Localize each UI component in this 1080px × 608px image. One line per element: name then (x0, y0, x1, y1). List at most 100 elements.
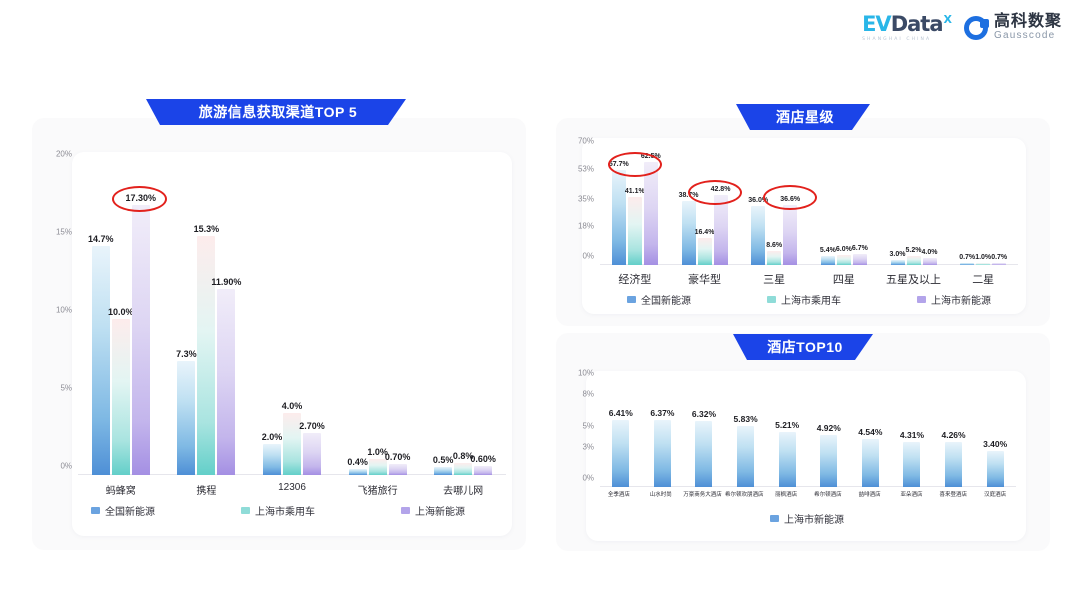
bar-value-label: 62.5% (640, 153, 661, 161)
bar[interactable]: 16.4% (695, 229, 714, 265)
evdata-ev-text: EV (862, 12, 892, 36)
bar[interactable]: 0.5% (433, 455, 453, 475)
bar[interactable]: 1.0% (975, 254, 991, 265)
y-tick-label: 10% (577, 368, 594, 378)
bar[interactable]: 5.4% (820, 247, 836, 265)
legend-item[interactable]: 上海市乘用车 (767, 292, 841, 307)
bar[interactable]: 5.2% (906, 247, 922, 265)
x-axis-label: 二星 (972, 274, 995, 286)
bar-value-label: 0.70% (384, 452, 411, 463)
bar-value-label: 41.1% (624, 188, 645, 196)
bar[interactable]: 1.0% (367, 447, 388, 475)
bar[interactable]: 0.8% (453, 451, 473, 475)
x-axis-label: 喆啡酒店 (858, 492, 881, 498)
bar-value-label: 42.8% (710, 185, 731, 193)
bar-value-label: 1.0% (975, 254, 992, 262)
bar[interactable]: 3.40% (983, 439, 1007, 487)
bar[interactable]: 2.0% (262, 432, 282, 475)
bar[interactable]: 41.1% (625, 188, 645, 265)
bar[interactable]: 5.83% (734, 414, 758, 487)
bar-group: 57.7% 41.1% 62.5% (600, 150, 670, 265)
bar[interactable]: 4.31% (900, 430, 924, 487)
bar[interactable]: 62.5% (641, 153, 661, 265)
bar-group: 4.92% (808, 382, 850, 487)
x-axis-label: 豪华型 (688, 274, 721, 286)
y-tick-label: 10% (55, 305, 72, 315)
legend-label: 上海市乘用车 (255, 507, 315, 518)
bar[interactable]: 8.6% (766, 242, 782, 265)
bar[interactable]: 0.70% (385, 452, 410, 475)
bar[interactable]: 4.92% (817, 423, 841, 487)
bar-group: 6.32% (683, 382, 725, 487)
bar[interactable]: 38.7% (679, 192, 698, 265)
x-axis-label: 丽枫酒店 (775, 492, 798, 498)
bar[interactable]: 3.0% (890, 251, 906, 265)
x-axis-label: 希尔顿欢朋酒店 (725, 492, 764, 498)
y-tick-label: 35% (577, 194, 594, 203)
bar-value-label: 0.7% (959, 254, 976, 262)
x-axis-label: 喜来登酒店 (939, 492, 968, 498)
bar[interactable]: 2.70% (299, 421, 325, 475)
bar[interactable]: 6.0% (836, 246, 852, 265)
bar-value-label: 0.8% (452, 450, 474, 461)
x-axis-label: 五星及以上 (886, 274, 942, 286)
bar[interactable]: 10.0% (108, 307, 134, 475)
bar[interactable]: 6.7% (852, 245, 868, 265)
bar-group: 5.21% (766, 382, 808, 487)
bar-value-label: 4.26% (941, 430, 966, 441)
bar-value-label: 6.32% (691, 408, 717, 419)
bar-group: 0.5% 0.8% 0.60% (420, 163, 506, 475)
x-axis-label: 飞猪旅行 (357, 486, 398, 497)
bar[interactable]: 14.7% (88, 234, 114, 475)
bar-group: 2.0% 4.0% 2.70% (249, 163, 335, 475)
chart-title-hotel-top10: 酒店TOP10 (733, 334, 873, 360)
bar[interactable]: 36.6% (780, 196, 800, 265)
bar-value-label: 57.7% (608, 161, 629, 169)
legend-item[interactable]: 上海市新能源 (770, 511, 844, 526)
bar-value-label: 6.7% (851, 245, 868, 252)
bar[interactable]: 0.7% (991, 254, 1007, 265)
y-axis-star: 0% 18% 35% 53% 70% (578, 137, 1018, 265)
legend-item[interactable]: 上海市乘用车 (241, 503, 315, 518)
bar-group: 5.4% 6.0% 6.7% (809, 150, 879, 265)
bar[interactable]: 57.7% (609, 161, 629, 265)
x-axis-label: 山水时尚 (649, 492, 672, 498)
bar-value-label: 3.40% (983, 439, 1008, 450)
bar-value-label: 0.60% (470, 453, 496, 464)
bar-group: 4.31% (891, 382, 933, 487)
bar[interactable]: 42.8% (711, 186, 730, 265)
bar[interactable]: 0.7% (959, 254, 975, 265)
bar[interactable]: 0.4% (347, 457, 368, 475)
x-axis-label: 希尔顿酒店 (814, 492, 842, 498)
bar-value-label: 0.7% (991, 254, 1008, 262)
bar-value-label: 4.54% (858, 427, 883, 438)
x-axis-label: 蚂蜂窝 (105, 486, 136, 497)
bar[interactable]: 0.60% (470, 454, 496, 475)
bar-group: 4.54% (850, 382, 892, 487)
bar[interactable]: 17.30% (126, 193, 156, 475)
legend-item[interactable]: 全国新能源 (91, 503, 155, 518)
bar[interactable]: 6.41% (609, 408, 633, 487)
bar[interactable]: 4.26% (941, 430, 966, 487)
legend-label: 上海市新能源 (931, 296, 991, 307)
bar[interactable]: 4.54% (858, 427, 882, 487)
bar[interactable]: 4.0% (282, 401, 302, 475)
bar[interactable]: 11.90% (211, 277, 241, 475)
legend-item[interactable]: 上海新能源 (401, 503, 465, 518)
bar[interactable]: 4.0% (922, 249, 938, 265)
y-tick-label: 5% (60, 383, 72, 393)
x-axis-labels-top10: 全季酒店 山水时尚 万豪商务大酒店 希尔顿欢朋酒店 丽枫酒店 希尔顿酒店 喆啡酒店 亚朵酒店 喜… (598, 490, 1016, 498)
bar[interactable]: 6.32% (692, 409, 716, 487)
legend-item[interactable]: 上海市新能源 (917, 292, 991, 307)
bar[interactable]: 36.0% (748, 197, 768, 265)
bar[interactable]: 6.37% (650, 408, 674, 487)
legend-item[interactable]: 全国新能源 (627, 292, 691, 307)
bar[interactable]: 15.3% (194, 224, 219, 475)
x-axis-line-star (600, 264, 1018, 265)
bar[interactable]: 7.3% (176, 349, 197, 475)
x-axis-labels-travel: 蚂蜂窝 携程 12306 飞猪旅行 去哪儿网 (78, 482, 506, 497)
bar[interactable]: 5.21% (775, 420, 799, 487)
bar-value-label: 7.3% (176, 349, 197, 360)
bar-group: 6.41% (600, 382, 642, 487)
bar-value-label: 8.6% (766, 241, 783, 249)
